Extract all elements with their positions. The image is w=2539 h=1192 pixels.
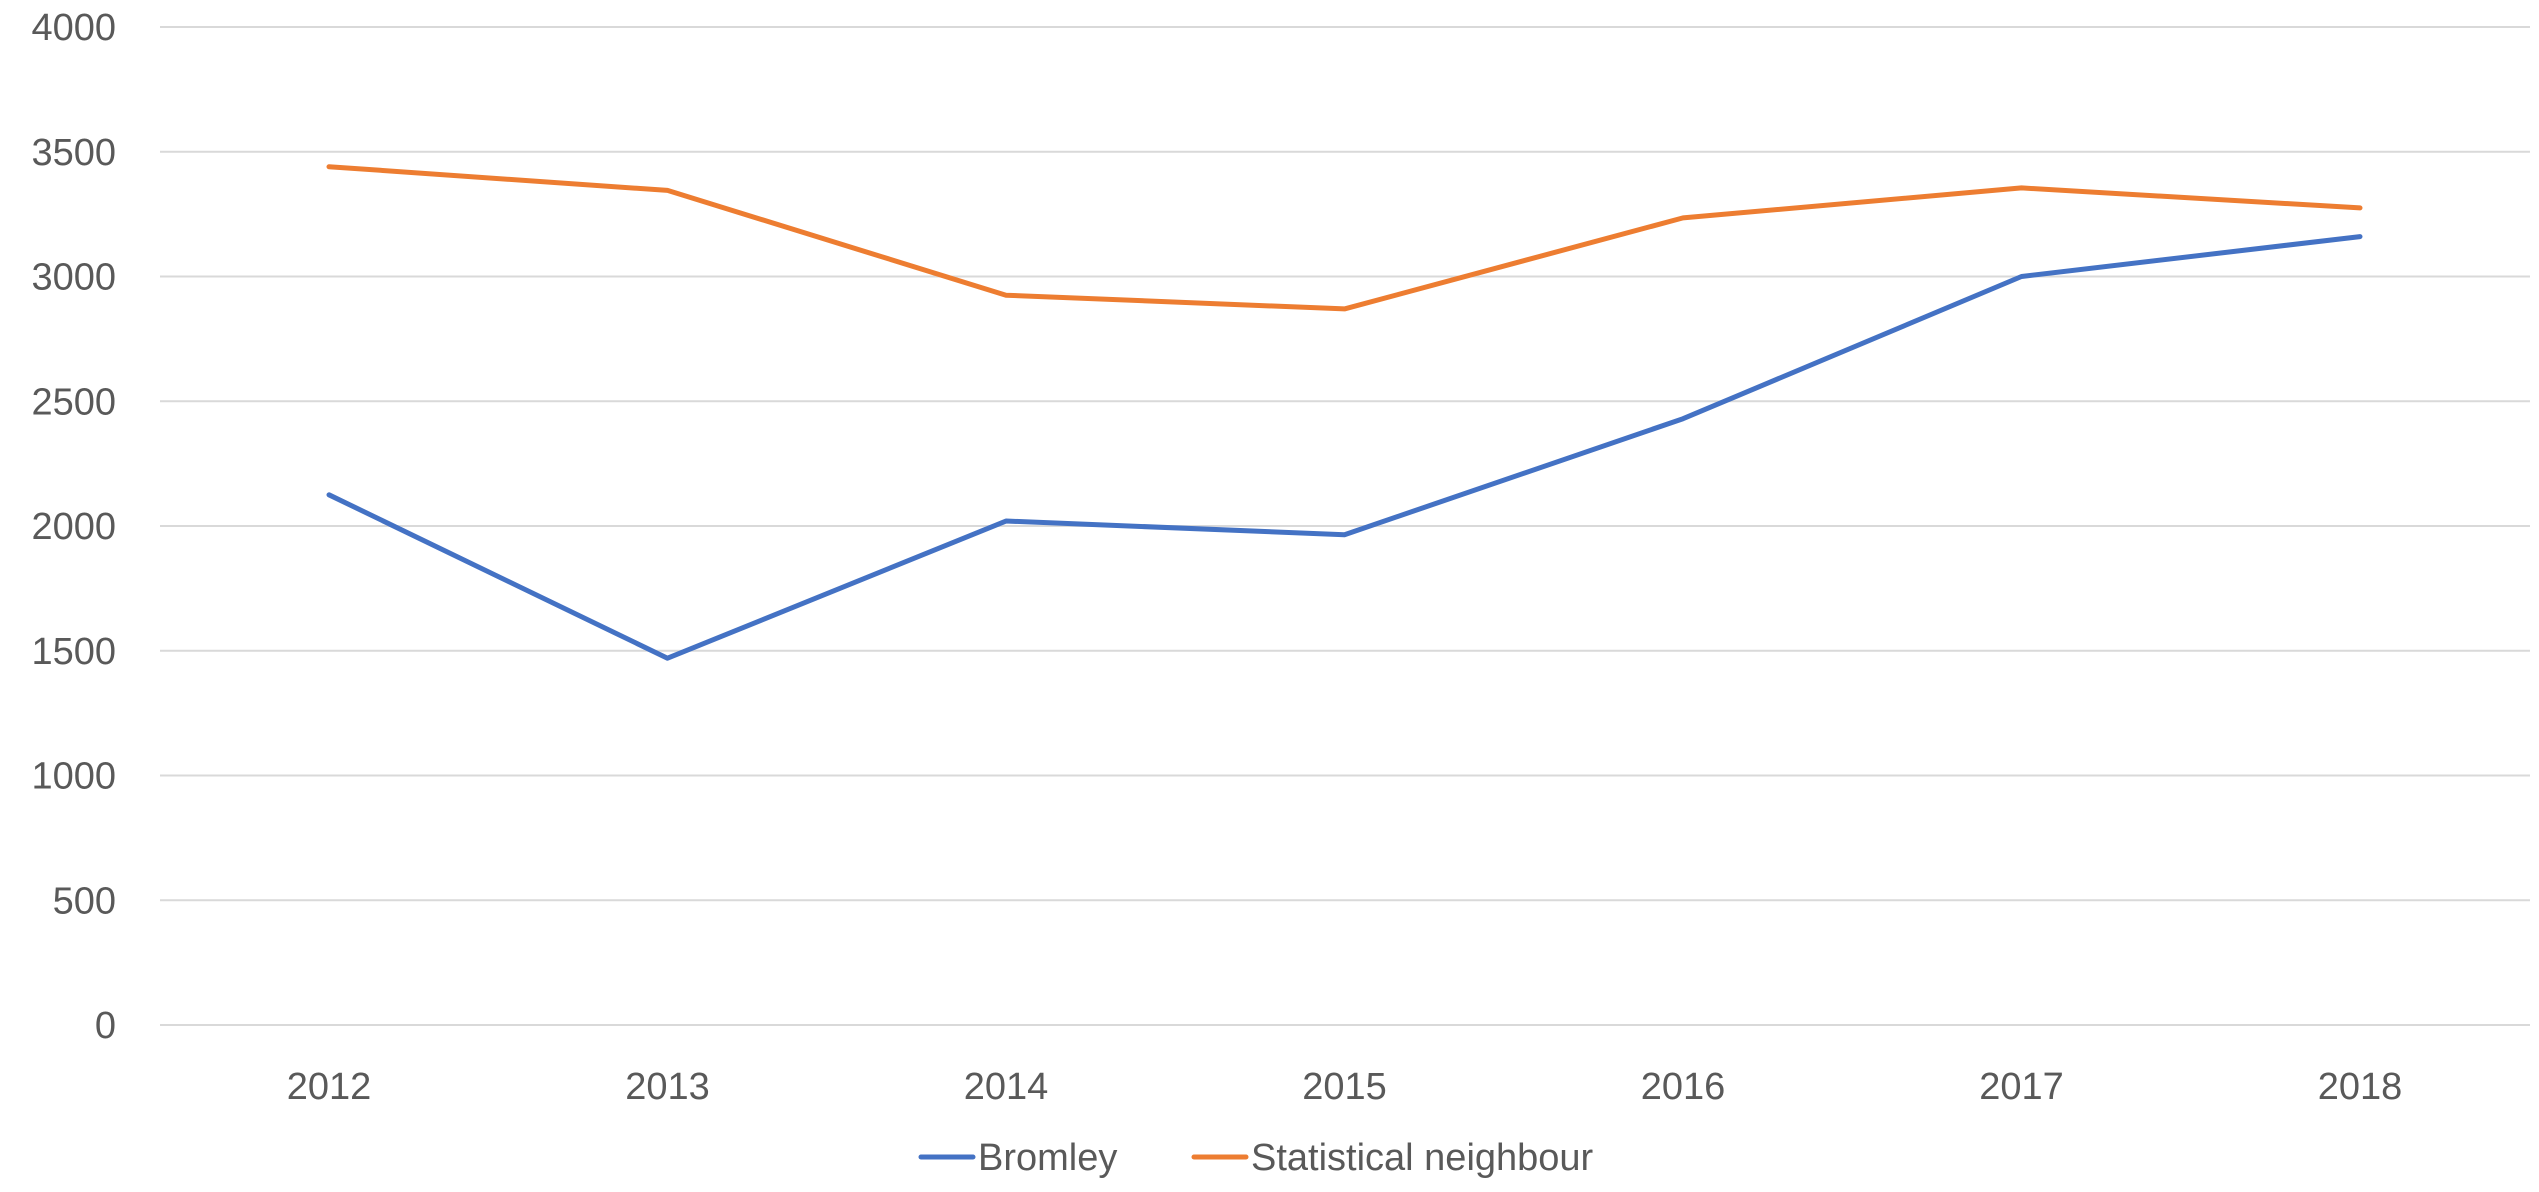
y-tick-label: 1500 (31, 631, 116, 673)
y-tick-label: 4000 (31, 7, 116, 49)
x-tick-label: 2018 (2318, 1066, 2403, 1108)
legend-label: Bromley (978, 1137, 1117, 1179)
x-tick-label: 2013 (625, 1066, 710, 1108)
y-tick-label: 3500 (31, 132, 116, 174)
legend-item: Bromley (918, 1137, 1117, 1179)
x-tick-label: 2012 (287, 1066, 372, 1108)
y-axis-ticks: 0 500 1000 1500 2000 2500 3000 3500 4000 (31, 7, 116, 1047)
x-tick-label: 2015 (1302, 1066, 1387, 1108)
series-lines (326, 164, 2363, 661)
y-tick-label: 0 (95, 1005, 116, 1047)
y-tick-label: 2000 (31, 506, 116, 548)
x-axis-ticks: 2012 2013 2014 2015 2016 2017 2018 (287, 1066, 2403, 1108)
legend-label: Statistical neighbour (1251, 1137, 1594, 1179)
y-tick-label: 1000 (31, 756, 116, 798)
legend-item: Statistical neighbour (1191, 1137, 1594, 1179)
x-tick-label: 2014 (964, 1066, 1049, 1108)
x-tick-label: 2017 (1979, 1066, 2064, 1108)
series-line-statistical-neighbour (326, 164, 2363, 312)
x-tick-label: 2016 (1641, 1066, 1726, 1108)
y-tick-label: 3000 (31, 257, 116, 299)
legend: Bromley Statistical neighbour (918, 1137, 1594, 1179)
y-tick-label: 2500 (31, 381, 116, 423)
gridlines (160, 26, 2530, 1026)
y-tick-label: 500 (53, 880, 116, 922)
series-line-bromley (326, 234, 2363, 661)
